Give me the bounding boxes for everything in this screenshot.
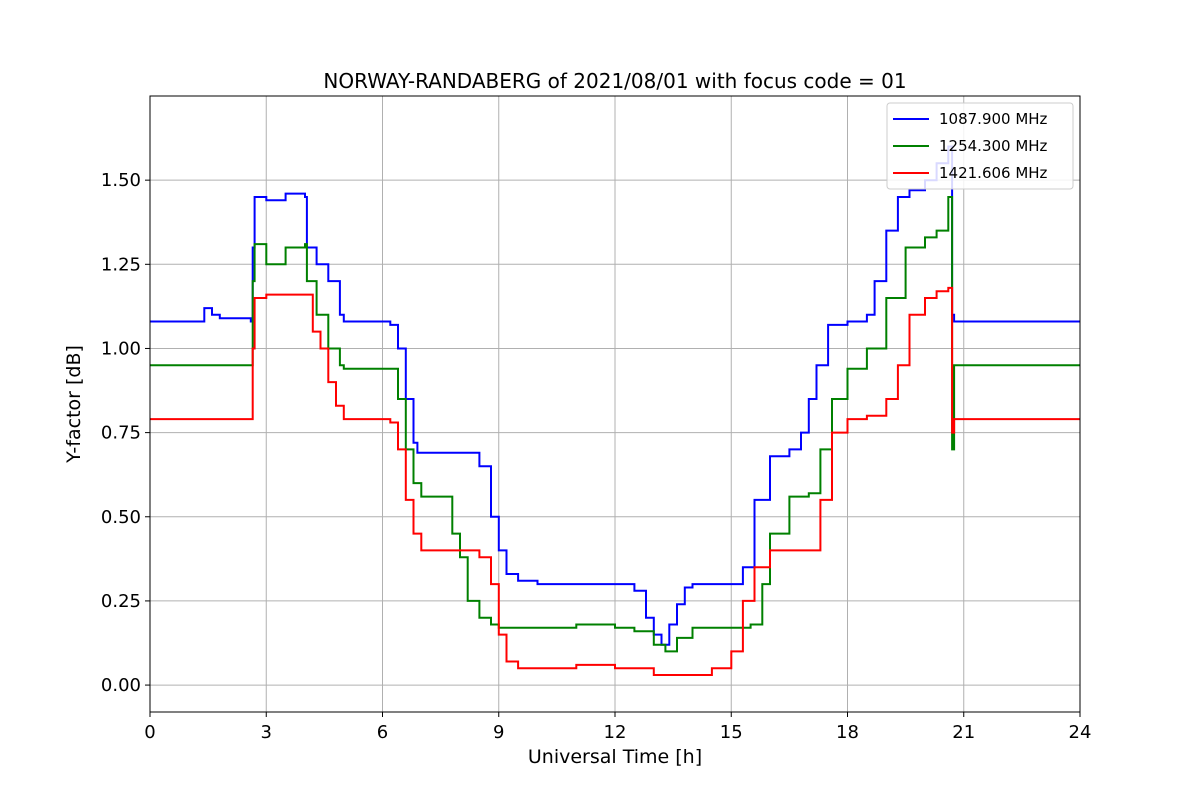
x-tick-label: 18: [836, 722, 859, 743]
legend-box: [886, 102, 1074, 190]
y-tick-label: 0.25: [101, 591, 141, 612]
grid: [149, 96, 1081, 712]
x-axis-label: Universal Time [h]: [528, 746, 702, 768]
y-tick-label: 0.75: [101, 423, 141, 444]
legend-label: 1254.300 MHz: [939, 137, 1048, 155]
series-line-3: [150, 286, 1080, 676]
y-tick-label: 0.50: [101, 507, 141, 528]
legend: 1087.900 MHz 1254.300 MHz 1421.606 MHz: [886, 102, 1074, 190]
x-tick-label: 24: [1069, 722, 1092, 743]
chart-title: NORWAY-RANDABERG of 2021/08/01 with focu…: [323, 69, 906, 93]
x-tick-label: 15: [720, 722, 743, 743]
x-tick-label: 12: [604, 722, 627, 743]
series-line-2: [150, 196, 1080, 653]
x-ticks: 0 3 6 9 12 15 18 21 24: [144, 712, 1091, 743]
series-layer: [150, 145, 1080, 676]
y-tick-label: 1.25: [101, 254, 141, 275]
legend-label: 1087.900 MHz: [939, 110, 1048, 128]
x-tick-label: 3: [261, 722, 272, 743]
x-tick-label: 0: [144, 722, 155, 743]
y-tick-label: 1.50: [101, 170, 141, 191]
x-tick-label: 21: [952, 722, 975, 743]
series-line-1: [150, 145, 1080, 646]
y-tick-label: 1.00: [101, 338, 141, 359]
x-tick-label: 6: [377, 722, 388, 743]
legend-label: 1421.606 MHz: [939, 164, 1048, 182]
y-tick-label: 0.00: [101, 675, 141, 696]
y-axis-label: Y-factor [dB]: [63, 345, 85, 464]
x-tick-label: 9: [493, 722, 504, 743]
y-ticks: 0.00 0.25 0.50 0.75 1.00 1.25 1.50: [101, 170, 150, 696]
